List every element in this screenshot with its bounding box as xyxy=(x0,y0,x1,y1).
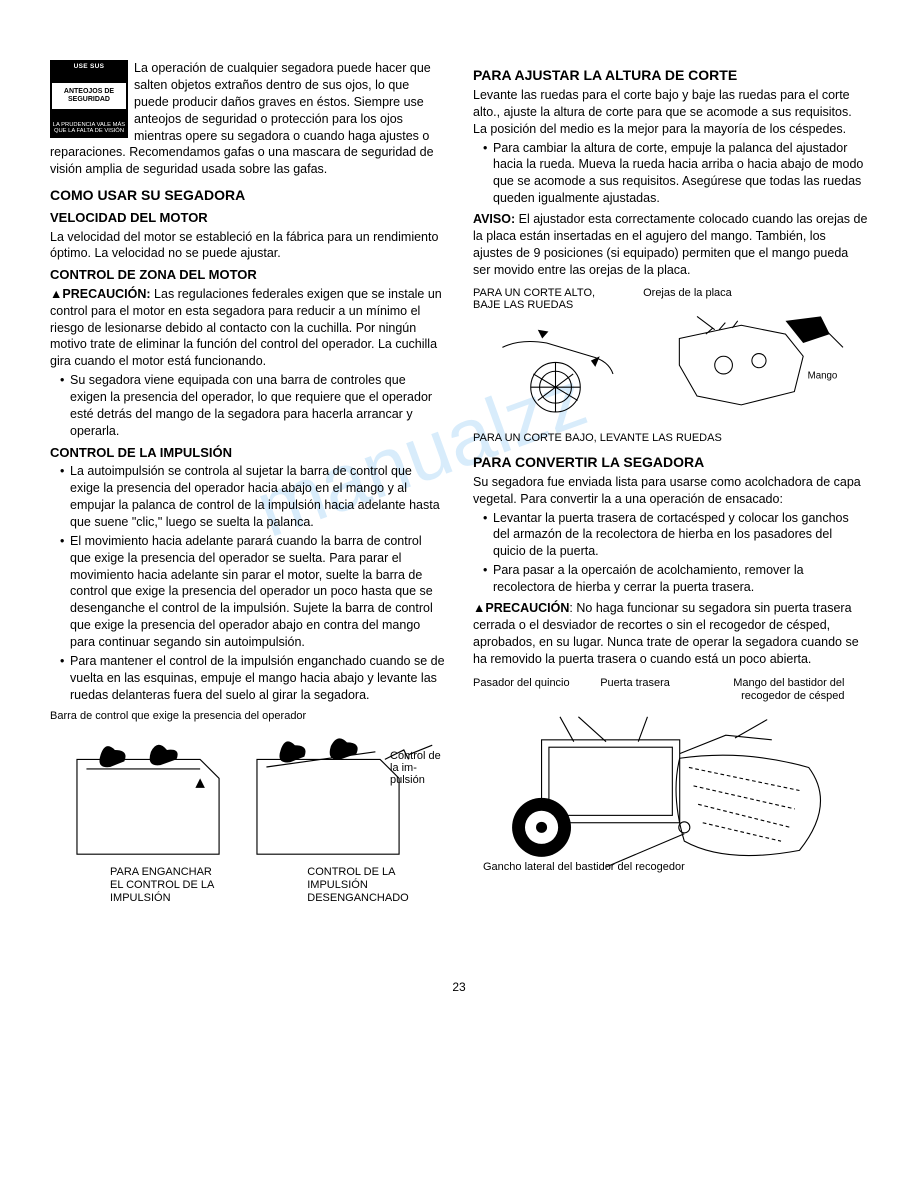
precaucion2-label: PRECAUCIÓN xyxy=(485,601,569,615)
list-item: El movimiento hacia adelante parará cuan… xyxy=(60,533,445,651)
list-item: La autoimpulsión se controla al sujetar … xyxy=(60,463,445,531)
list-item: Para pasar a la opercaión de acolchamien… xyxy=(483,562,868,596)
warning-icon: ▲ xyxy=(50,286,62,303)
page-number: 23 xyxy=(50,979,868,995)
heading-como-usar: COMO USAR SU SEGADORA xyxy=(50,186,445,205)
precaucion-label: PRECAUCIÓN: xyxy=(62,287,150,301)
aviso-body: El ajustador esta correctamente colocado… xyxy=(473,212,867,277)
list-item: Su segadora viene equipada con una barra… xyxy=(60,372,445,440)
safety-goggles-icon: USE SUS ANTEOJOS DE SEGURIDAD LA PRUDENC… xyxy=(50,60,128,138)
list-item: Levantar la puerta trasera de cortacéspe… xyxy=(483,510,868,561)
heading-velocidad: VELOCIDAD DEL MOTOR xyxy=(50,209,445,227)
fig3-bl: Gancho lateral del bastidor del recogedo… xyxy=(473,861,690,874)
fig3-tm: Puerta trasera xyxy=(592,677,679,702)
fig1-right-label: Control de la im-pulsión xyxy=(390,750,450,786)
figure-control-bar: PARA ENGANCHAR EL CONTROL DE LA IMPULSIÓ… xyxy=(50,731,445,942)
figure-grass-catcher: Pasador del quincio Puerta trasera Mango… xyxy=(473,677,868,873)
safety-top: USE SUS xyxy=(52,63,126,70)
heading-control-zona: CONTROL DE ZONA DEL MOTOR xyxy=(50,266,445,284)
fig2-mango-label: Mango xyxy=(808,370,838,381)
heading-control-impulsion: CONTROL DE LA IMPULSIÓN xyxy=(50,444,445,462)
fig1-title: Barra de control que exige la presencia … xyxy=(50,710,445,723)
fig2-bottom: PARA UN CORTE BAJO, LEVANTE LAS RUEDAS xyxy=(473,432,868,445)
text-aviso: AVISO: El ajustador esta correctamente c… xyxy=(473,211,868,279)
aviso-label: AVISO: xyxy=(473,212,515,226)
list-item: Para mantener el control de la impulsión… xyxy=(60,653,445,704)
fig2-top-right: Orejas de la placa xyxy=(643,287,732,312)
figure-wheel-adjuster: PARA UN CORTE ALTO, BAJE LAS RUEDAS Orej… xyxy=(473,287,868,445)
text-precaucion2: ▲PRECAUCIÓN: No haga funcionar su segado… xyxy=(473,600,868,668)
fig1-left-caption: PARA ENGANCHAR EL CONTROL DE LA IMPULSIÓ… xyxy=(110,866,228,906)
text-convertir: Su segadora fue enviada lista para usars… xyxy=(473,474,868,508)
fig1-right-caption: CONTROL DE LA IMPULSIÓN DESENGANCHADO xyxy=(307,866,445,906)
text-altura: Levante las ruedas para el corte bajo y … xyxy=(473,87,868,138)
list-item: Para cambiar la altura de corte, empuje … xyxy=(483,140,868,208)
warning-icon: ▲ xyxy=(473,600,485,617)
heading-altura: PARA AJUSTAR LA ALTURA DE CORTE xyxy=(473,66,868,85)
heading-convertir: PARA CONVERTIR LA SEGADORA xyxy=(473,453,868,472)
safety-bot: LA PRUDENCIA VALE MÁS QUE LA FALTA DE VI… xyxy=(52,122,126,135)
safety-mid: ANTEOJOS DE SEGURIDAD xyxy=(52,83,126,109)
text-velocidad: La velocidad del motor se estableció en … xyxy=(50,229,445,263)
fig2-top-left: PARA UN CORTE ALTO, BAJE LAS RUEDAS xyxy=(473,287,623,312)
text-precaucion: ▲PRECAUCIÓN: Las regulaciones federales … xyxy=(50,286,445,370)
fig3-tr: Mango del bastidor del recogedor de césp… xyxy=(686,677,844,702)
fig3-tl: Pasador del quincio xyxy=(473,677,584,702)
